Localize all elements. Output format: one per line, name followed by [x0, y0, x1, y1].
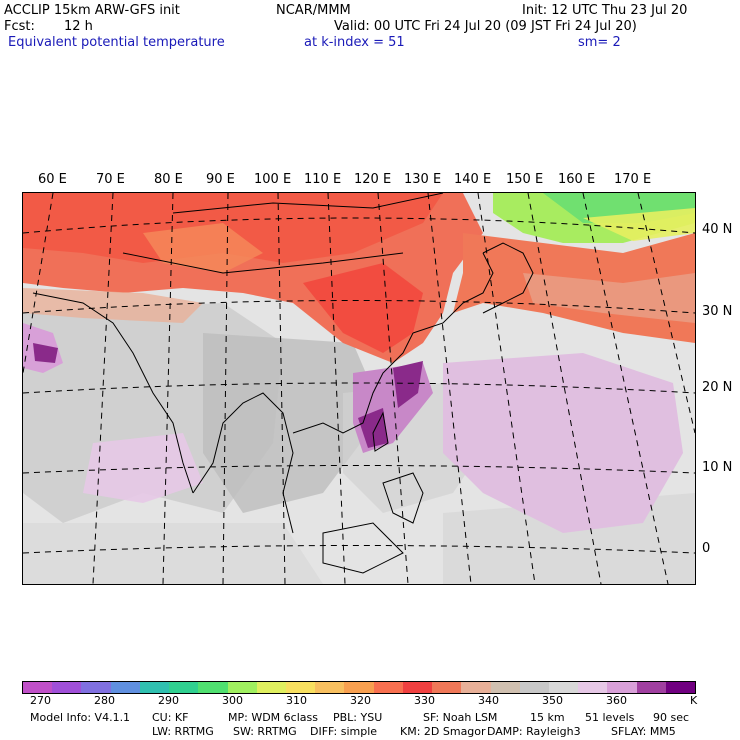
- colorbar-swatch: [110, 682, 140, 693]
- footer-model-info: Model Info: V4.1.1: [30, 711, 131, 724]
- lon-label-80e: 80 E: [154, 172, 183, 187]
- colorbar-swatch: [23, 682, 53, 693]
- lon-label-140e: 140 E: [454, 172, 492, 187]
- field-name: Equivalent potential temperature: [8, 35, 225, 50]
- footer-cu: CU: KF: [152, 711, 189, 724]
- colorbar-swatch: [373, 682, 403, 693]
- footer-mp: MP: WDM 6class: [228, 711, 318, 724]
- colorbar-tick-label: 310: [286, 694, 307, 707]
- colorbar-swatch: [665, 682, 696, 693]
- lat-label-20n: 20 N: [702, 380, 733, 395]
- colorbar: [22, 681, 696, 694]
- colorbar-tick-label: 330: [414, 694, 435, 707]
- colorbar-swatch: [578, 682, 608, 693]
- model-title: ACCLIP 15km ARW-GFS init: [4, 3, 180, 18]
- valid-time: Valid: 00 UTC Fri 24 Jul 20 (09 JST Fri …: [334, 19, 637, 34]
- lat-label-0: 0: [702, 541, 711, 556]
- lon-label-130e: 130 E: [404, 172, 442, 187]
- colorbar-tick-label: 360: [606, 694, 627, 707]
- forecast-label: Fcst:: [4, 19, 35, 34]
- lat-label-40n: 40 N: [702, 222, 733, 237]
- colorbar-swatch: [139, 682, 170, 693]
- colorbar-swatch: [315, 682, 345, 693]
- level-label: at k-index = 51: [304, 35, 405, 50]
- colorbar-swatch: [636, 682, 666, 693]
- colorbar-swatch: [548, 682, 579, 693]
- colorbar-swatch: [490, 682, 520, 693]
- map-svg: [23, 193, 695, 584]
- lat-label-30n: 30 N: [702, 304, 733, 319]
- footer-km: KM: 2D Smagor: [400, 725, 486, 738]
- footer-resolution: 15 km: [530, 711, 565, 724]
- lon-label-150e: 150 E: [506, 172, 544, 187]
- colorbar-swatch: [461, 682, 491, 693]
- footer-damp: DAMP: Rayleigh3: [487, 725, 581, 738]
- footer-pbl: PBL: YSU: [333, 711, 383, 724]
- colorbar-swatch: [52, 682, 82, 693]
- colorbar-tick-label: 290: [158, 694, 179, 707]
- colorbar-tick-label: 300: [222, 694, 243, 707]
- colorbar-swatch: [519, 682, 549, 693]
- lon-label-170e: 170 E: [614, 172, 652, 187]
- org-label: NCAR/MMM: [276, 3, 351, 18]
- footer-sflay: SFLAY: MM5: [611, 725, 676, 738]
- colorbar-swatch: [285, 682, 316, 693]
- colorbar-tick-label: 350: [542, 694, 563, 707]
- lon-label-60e: 60 E: [38, 172, 67, 187]
- colorbar-swatch: [607, 682, 637, 693]
- colorbar-swatch: [169, 682, 199, 693]
- smoothing-label: sm= 2: [578, 35, 621, 50]
- footer-sf: SF: Noah LSM: [423, 711, 498, 724]
- colorbar-swatch: [402, 682, 433, 693]
- colorbar-unit: K: [690, 694, 698, 707]
- colorbar-swatch: [81, 682, 111, 693]
- forecast-hour: 12 h: [64, 19, 93, 34]
- lon-label-120e: 120 E: [354, 172, 392, 187]
- colorbar-swatch: [432, 682, 462, 693]
- lon-label-160e: 160 E: [558, 172, 596, 187]
- lat-label-10n: 10 N: [702, 460, 733, 475]
- footer-lw: LW: RRTMG: [152, 725, 214, 738]
- lon-label-70e: 70 E: [96, 172, 125, 187]
- footer-sw: SW: RRTMG: [233, 725, 297, 738]
- lon-label-110e: 110 E: [304, 172, 342, 187]
- colorbar-tick-label: 280: [94, 694, 115, 707]
- colorbar-tick-label: 340: [478, 694, 499, 707]
- colorbar-tick-label: 320: [350, 694, 371, 707]
- colorbar-swatch: [198, 682, 228, 693]
- lon-label-100e: 100 E: [254, 172, 292, 187]
- colorbar-swatch: [256, 682, 286, 693]
- footer-timestep: 90 sec: [653, 711, 690, 724]
- theta-e-map: [22, 192, 696, 585]
- footer-diff: DIFF: simple: [310, 725, 378, 738]
- init-time: Init: 12 UTC Thu 23 Jul 20: [522, 3, 688, 18]
- colorbar-swatch: [227, 682, 257, 693]
- colorbar-swatch: [344, 682, 374, 693]
- lon-label-90e: 90 E: [206, 172, 235, 187]
- footer-levels: 51 levels: [585, 711, 635, 724]
- colorbar-tick-label: 270: [30, 694, 51, 707]
